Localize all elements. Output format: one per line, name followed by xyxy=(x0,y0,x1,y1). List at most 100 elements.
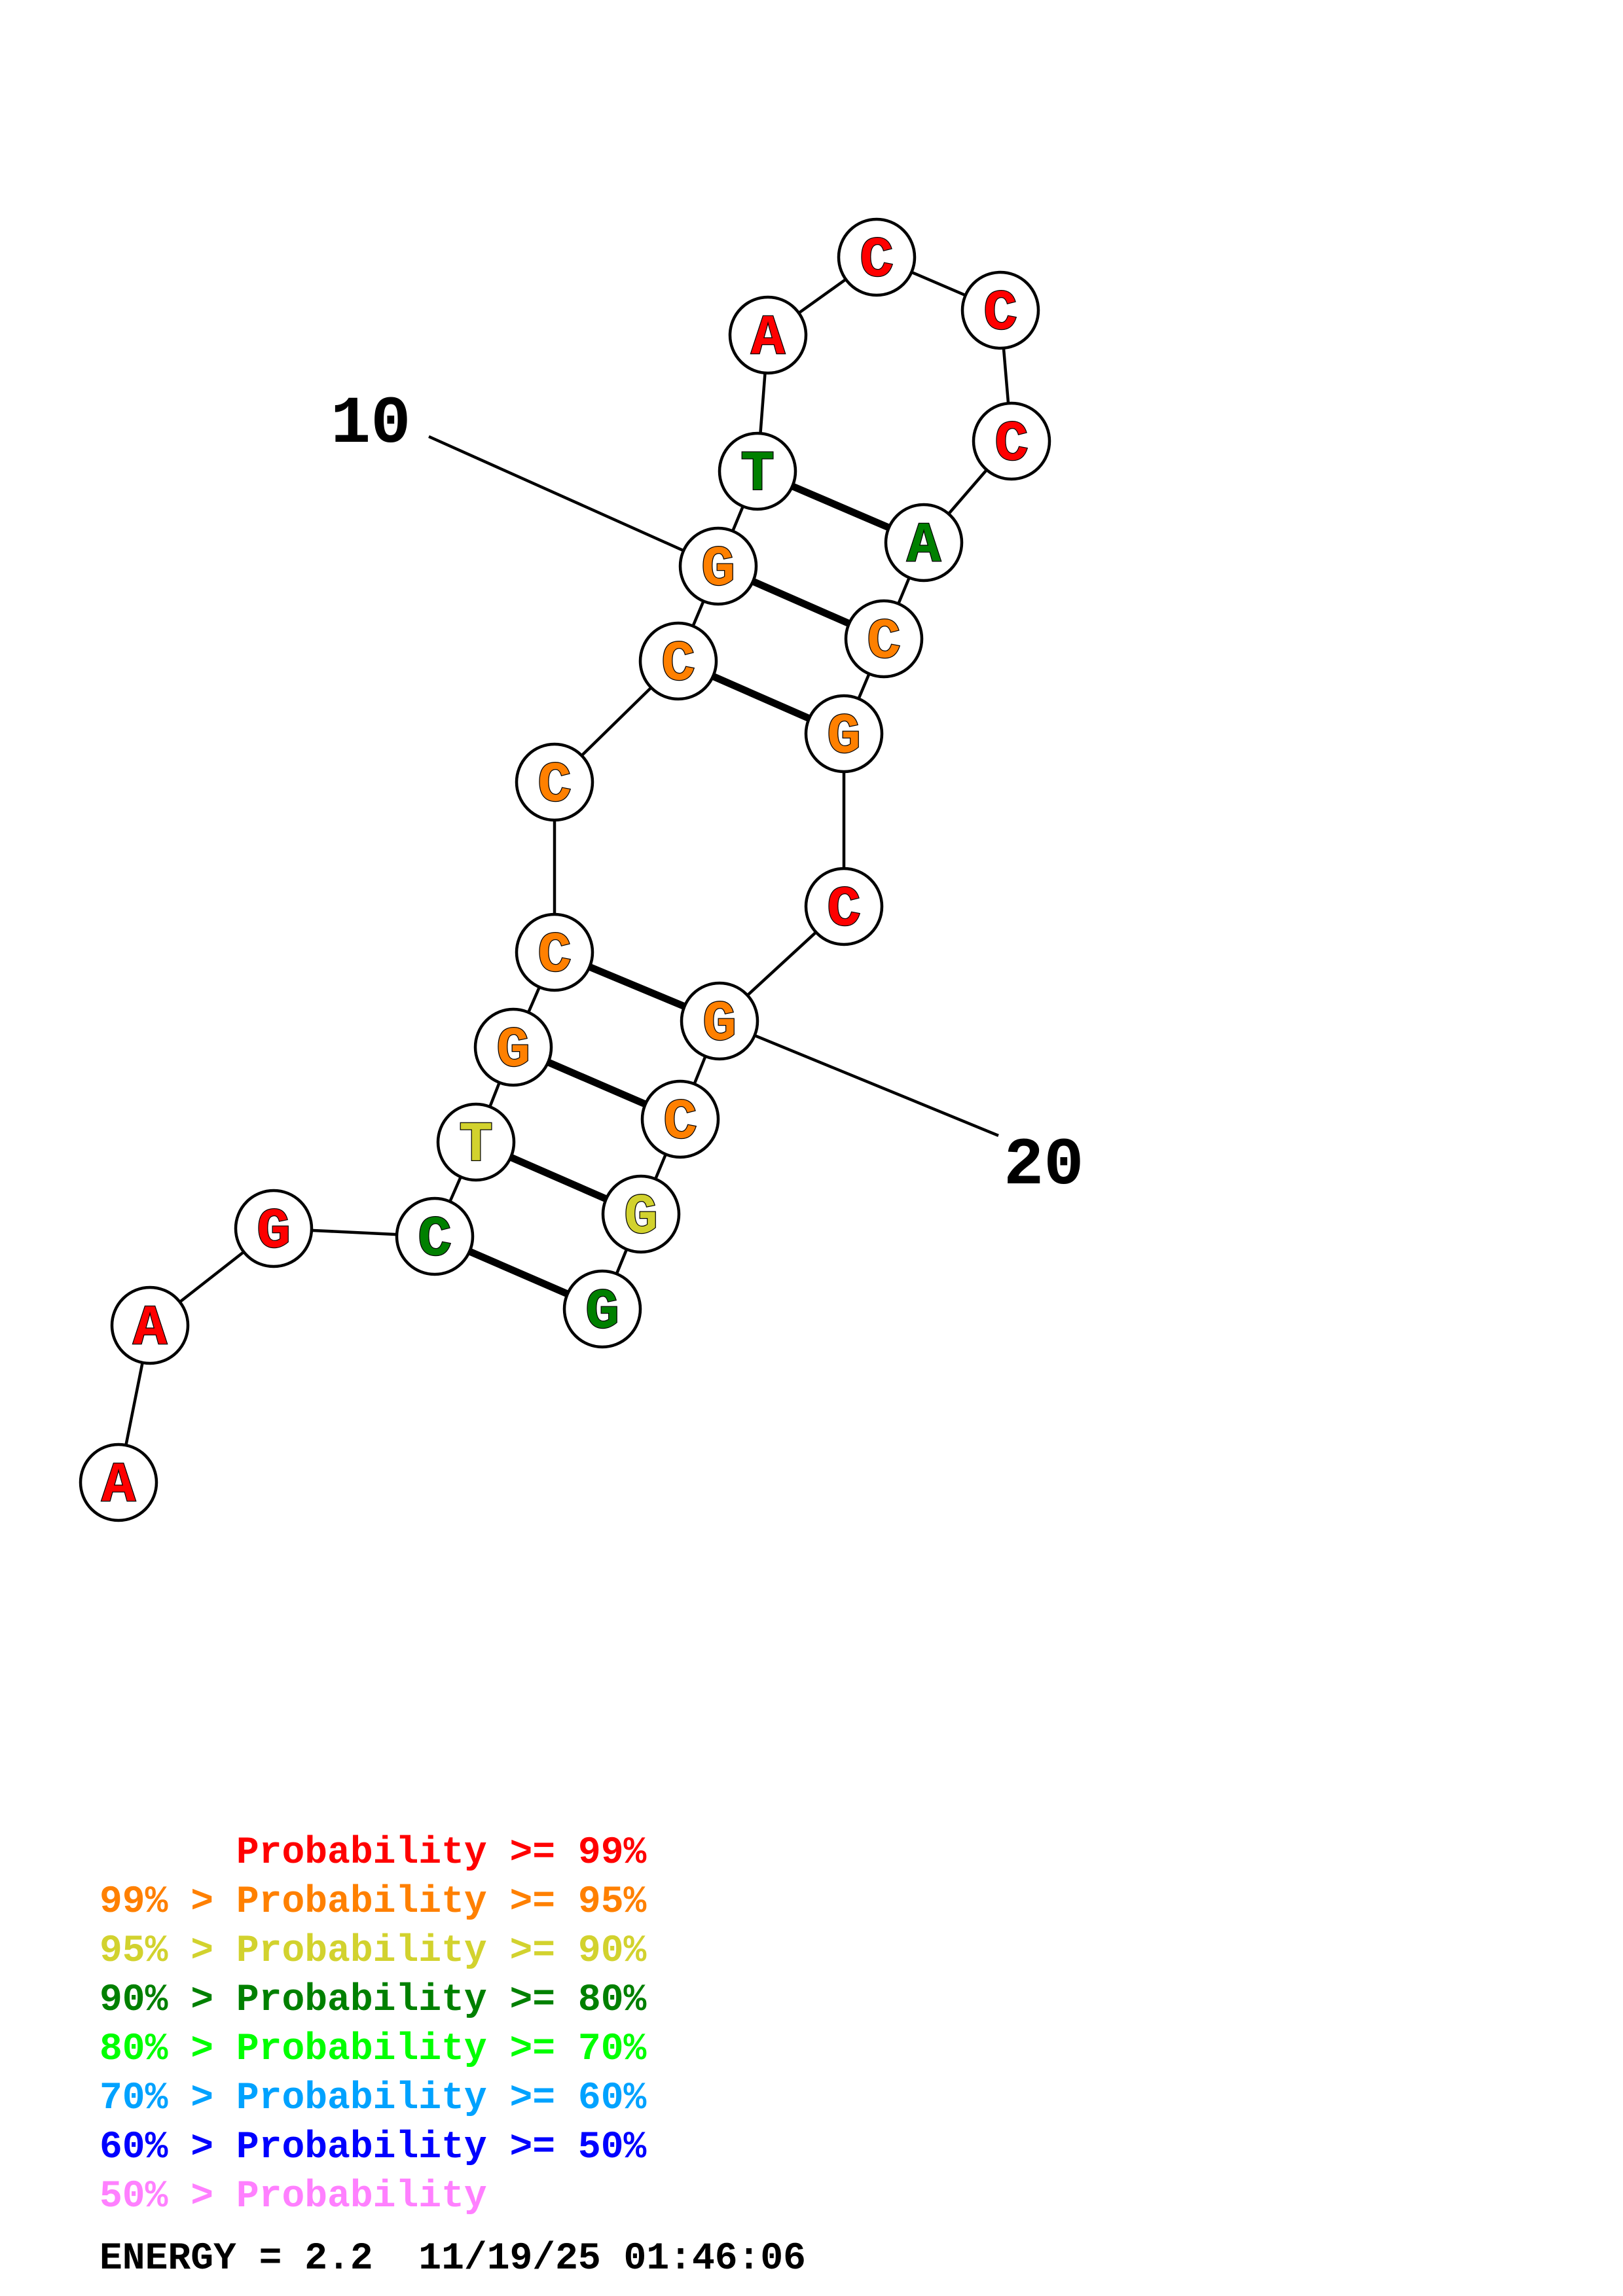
legend-line-8: 50% > Probability xyxy=(100,2176,487,2218)
backbone-segment-1-2 xyxy=(124,1362,144,1446)
legend-line-6: 70% > Probability >= 60% xyxy=(100,2077,647,2120)
pair-bond-6-21 xyxy=(547,1058,647,1108)
base-letter-19: C xyxy=(827,878,861,942)
base-letter-2: A xyxy=(133,1297,167,1361)
base-5: T xyxy=(436,1102,516,1182)
backbone-segment-19-20 xyxy=(746,931,817,997)
pair-bond-4-23 xyxy=(468,1248,569,1297)
backbone-segment-17-18 xyxy=(857,673,871,700)
probability-legend: Probability >= 99% 99% > Probability >= … xyxy=(100,1832,647,2218)
base-7: C xyxy=(515,912,594,992)
base-circle-20 xyxy=(680,981,759,1061)
backbone-segment-12-13 xyxy=(797,278,847,315)
base-letter-10: G xyxy=(701,537,735,601)
legend-line-4: 90% > Probability >= 80% xyxy=(100,1979,647,2022)
backbone-segment-9-10 xyxy=(691,600,705,627)
position-label-20: 20 xyxy=(1004,1128,1084,1204)
base-circle-3 xyxy=(234,1189,314,1268)
legend-line-5: 80% > Probability >= 70% xyxy=(100,2028,647,2071)
position-tick-10 xyxy=(428,435,684,552)
pair-bond-10-17 xyxy=(751,578,851,627)
base-letter-7: C xyxy=(538,924,572,988)
base-21: C xyxy=(640,1079,720,1159)
base-23: G xyxy=(562,1269,642,1349)
base-letter-18: G xyxy=(827,705,861,769)
backbone-segment-3-4 xyxy=(311,1229,397,1236)
base-letter-13: C xyxy=(860,228,894,293)
base-circle-23 xyxy=(562,1269,642,1349)
base-circle-9 xyxy=(638,621,718,701)
base-circle-4 xyxy=(395,1196,475,1276)
base-circle-11 xyxy=(718,431,797,511)
base-17: C xyxy=(844,599,924,679)
base-circle-14 xyxy=(960,270,1040,350)
base-letter-9: C xyxy=(661,632,695,696)
base-circle-15 xyxy=(972,401,1051,481)
pair-bond-11-16 xyxy=(791,482,890,531)
backbone-segment-4-5 xyxy=(448,1176,462,1202)
base-18: G xyxy=(804,694,884,774)
position-tick-lines xyxy=(428,435,999,1138)
backbone-segment-8-9 xyxy=(580,686,653,757)
base-1: A xyxy=(79,1443,158,1522)
legend-line-7: 60% > Probability >= 50% xyxy=(100,2126,647,2169)
base-circle-10 xyxy=(678,526,758,606)
base-letter-3: G xyxy=(257,1200,291,1264)
base-letter-4: C xyxy=(418,1208,452,1272)
base-letter-11: T xyxy=(740,442,775,507)
backbone-segment-13-14 xyxy=(911,270,966,297)
legend-line-2: 99% > Probability >= 95% xyxy=(100,1881,647,1924)
backbone-lines xyxy=(124,270,1010,1446)
base-circle-8 xyxy=(515,742,594,822)
backbone-segment-5-6 xyxy=(488,1082,501,1107)
base-letter-16: A xyxy=(907,514,941,578)
base-circle-21 xyxy=(640,1079,720,1159)
base-letter-1: A xyxy=(101,1454,136,1518)
backbone-segment-10-11 xyxy=(731,505,744,532)
base-3: G xyxy=(234,1189,314,1268)
base-10: G xyxy=(678,526,758,606)
base-letter-5: T xyxy=(459,1113,493,1177)
base-13: C xyxy=(837,217,917,297)
base-22: G xyxy=(601,1174,681,1254)
backbone-segment-20-21 xyxy=(693,1056,707,1085)
backbone-segment-22-23 xyxy=(615,1248,629,1275)
pair-bond-7-20 xyxy=(588,963,686,1010)
base-letter-14: C xyxy=(983,281,1017,346)
base-2: A xyxy=(110,1285,190,1365)
base-circle-22 xyxy=(601,1174,681,1254)
backbone-segment-16-17 xyxy=(897,577,911,605)
base-circle-13 xyxy=(837,217,917,297)
backbone-segment-11-12 xyxy=(759,372,767,434)
base-letter-12: A xyxy=(751,306,785,370)
base-circle-18 xyxy=(804,694,884,774)
legend-line-1: Probability >= 99% xyxy=(100,1832,647,1874)
base-letter-8: C xyxy=(538,753,572,817)
base-letter-21: C xyxy=(663,1090,697,1155)
base-circle-6 xyxy=(473,1007,553,1087)
base-circle-12 xyxy=(728,295,808,375)
backbone-segment-2-3 xyxy=(179,1250,245,1304)
base-15: C xyxy=(972,401,1051,481)
base-16: A xyxy=(884,503,964,583)
backbone-segment-6-7 xyxy=(527,986,541,1013)
base-circle-16 xyxy=(884,503,964,583)
base-circle-2 xyxy=(110,1285,190,1365)
base-letter-6: G xyxy=(496,1018,530,1083)
backbone-segment-14-15 xyxy=(1002,348,1010,404)
base-19: C xyxy=(804,867,884,946)
base-circle-1 xyxy=(79,1443,158,1522)
base-6: G xyxy=(473,1007,553,1087)
base-letter-17: C xyxy=(867,610,901,674)
base-letter-15: C xyxy=(994,412,1029,476)
base-4: C xyxy=(395,1196,475,1276)
legend-line-3: 95% > Probability >= 90% xyxy=(100,1930,647,1973)
backbone-segment-21-22 xyxy=(654,1153,667,1180)
base-14: C xyxy=(960,270,1040,350)
pair-bond-9-18 xyxy=(711,673,811,722)
energy-timestamp: ENERGY = 2.2 11/19/25 01:46:06 xyxy=(100,2238,806,2280)
base-8: C xyxy=(515,742,594,822)
base-9: C xyxy=(638,621,718,701)
